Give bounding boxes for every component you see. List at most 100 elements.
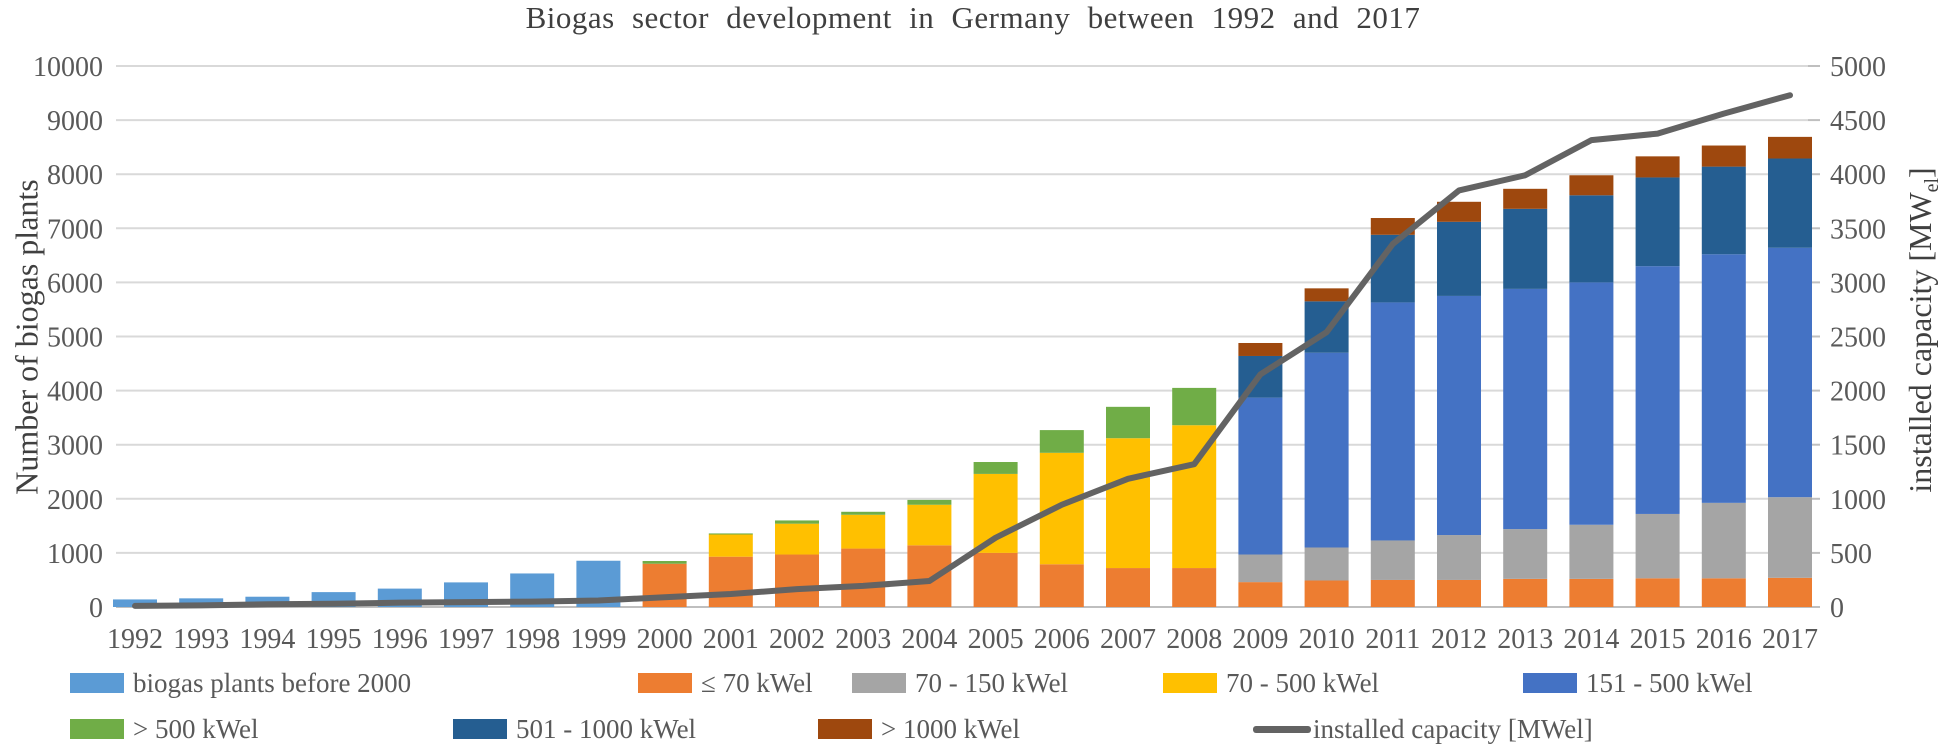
y-left-tick-label: 1000: [47, 539, 103, 570]
legend-label: installed capacity [MWel]: [1313, 713, 1593, 744]
bar-segment: [1503, 578, 1548, 607]
y-right-tick-label: 3000: [1830, 268, 1886, 299]
y-left-tick-label: 2000: [47, 485, 103, 516]
bar-segment: [1039, 430, 1084, 453]
x-tick-label: 1998: [504, 624, 560, 655]
y-right-tick-label: 3500: [1830, 214, 1886, 245]
y-left-tick-label: 7000: [47, 214, 103, 245]
bar-segment: [1503, 529, 1548, 579]
bar-segment: [841, 514, 886, 549]
bar-segment: [973, 462, 1018, 474]
y-left-tick-label: 8000: [47, 160, 103, 191]
legend-color-swatch: [818, 719, 872, 739]
bar-segment: [1437, 221, 1481, 296]
x-tick-label: 1993: [173, 624, 229, 655]
bar-segment: [775, 520, 819, 524]
bar-segment: [1768, 136, 1812, 159]
legend-item: > 500 kWel: [70, 712, 259, 746]
legend-item: ≤ 70 kWel: [638, 666, 813, 700]
bar-segment: [1701, 145, 1746, 167]
y-right-tick-label: 500: [1830, 539, 1872, 570]
bar-segment: [1437, 201, 1481, 222]
x-tick-label: 2007: [1100, 624, 1156, 655]
legend-label: 501 - 1000 kWel: [516, 713, 697, 744]
bar-segment: [1039, 564, 1084, 607]
legend-color-swatch: [70, 673, 124, 693]
y-left-tick-label: 3000: [47, 431, 103, 462]
legend-label: > 1000 kWel: [881, 713, 1021, 744]
bar-segment: [1635, 266, 1680, 514]
y-left-tick-label: 6000: [47, 268, 103, 299]
y-axis-right-title: installed capacity [MWel]: [1901, 167, 1944, 493]
x-tick-label: 2012: [1431, 624, 1487, 655]
bar-segment: [1635, 177, 1680, 267]
y-right-tick-label: 2500: [1830, 323, 1886, 354]
bar-segment: [907, 499, 952, 505]
x-tick-label: 2014: [1563, 624, 1619, 655]
x-tick-label: 2010: [1299, 624, 1355, 655]
x-tick-label: 1997: [438, 624, 494, 655]
bar-segment: [1370, 302, 1415, 541]
bar-segment: [1701, 166, 1746, 255]
bar-segment: [1768, 247, 1812, 498]
bar-segment: [1768, 158, 1812, 248]
bar-segment: [1437, 535, 1481, 580]
bar-segment: [1238, 342, 1283, 356]
bar-segment: [1768, 577, 1812, 607]
legend-label: ≤ 70 kWel: [701, 667, 813, 698]
legend-item: 151 - 500 kWel: [1523, 666, 1753, 700]
bar-segment: [708, 534, 753, 557]
x-tick-label: 2006: [1034, 624, 1090, 655]
x-tick-label: 1995: [306, 624, 362, 655]
bar-segment: [1304, 288, 1349, 302]
x-tick-label: 2002: [769, 624, 825, 655]
installed-capacity-line: [132, 92, 1793, 609]
bar-segment: [841, 548, 886, 607]
bar-segment: [642, 561, 687, 564]
bar-segment: [1569, 195, 1614, 283]
y-right-tick-label: 5000: [1830, 52, 1886, 83]
legend-color-swatch: [453, 719, 507, 739]
y-left-tick-label: 0: [89, 593, 103, 624]
chart-title: Biogas sector development in Germany bet…: [525, 0, 1421, 35]
bar-segment: [1569, 282, 1614, 525]
bar-segment: [1370, 579, 1415, 607]
legend-item: 501 - 1000 kWel: [453, 712, 696, 746]
y-right-tick-label: 2000: [1830, 377, 1886, 408]
bar-segment: [841, 511, 886, 515]
bar-segment: [1437, 295, 1481, 536]
bar-segment: [775, 554, 819, 607]
bar-segment: [1701, 578, 1746, 607]
bar-segment: [1701, 502, 1746, 579]
bar-segment: [973, 552, 1018, 607]
bar-segment: [907, 504, 952, 546]
x-tick-label: 1994: [239, 624, 295, 655]
bar-segment: [1238, 397, 1283, 555]
x-tick-label: 2017: [1762, 624, 1818, 655]
legend-color-swatch: [638, 673, 692, 693]
bar-segment: [1437, 579, 1481, 607]
bar-segment: [1503, 288, 1548, 530]
y-left-tick-label: 4000: [47, 377, 103, 408]
legend-color-swatch: [70, 719, 124, 739]
legend-label: 70 - 150 kWel: [915, 667, 1069, 698]
bar-segment: [1569, 578, 1614, 607]
bar-segment: [1106, 406, 1150, 439]
bar-segment: [1503, 208, 1548, 289]
x-tick-label: 2015: [1630, 624, 1686, 655]
y-axis-left-title: Number of biogas plants: [8, 179, 45, 495]
bar-segment: [1106, 568, 1150, 607]
bar-segment: [1039, 452, 1084, 565]
legend-label: > 500 kWel: [133, 713, 259, 744]
bar-segment: [1635, 156, 1680, 178]
x-tick-label: 1996: [372, 624, 428, 655]
legend-item: biogas plants before 2000: [70, 666, 411, 700]
bar-segment: [1569, 175, 1614, 196]
legend-line-swatch: [1253, 725, 1311, 733]
x-tick-label: 2009: [1232, 624, 1288, 655]
y-right-tick-label: 1500: [1830, 431, 1886, 462]
y-right-tick-label: 1000: [1830, 485, 1886, 516]
bar-segment: [1701, 254, 1746, 503]
